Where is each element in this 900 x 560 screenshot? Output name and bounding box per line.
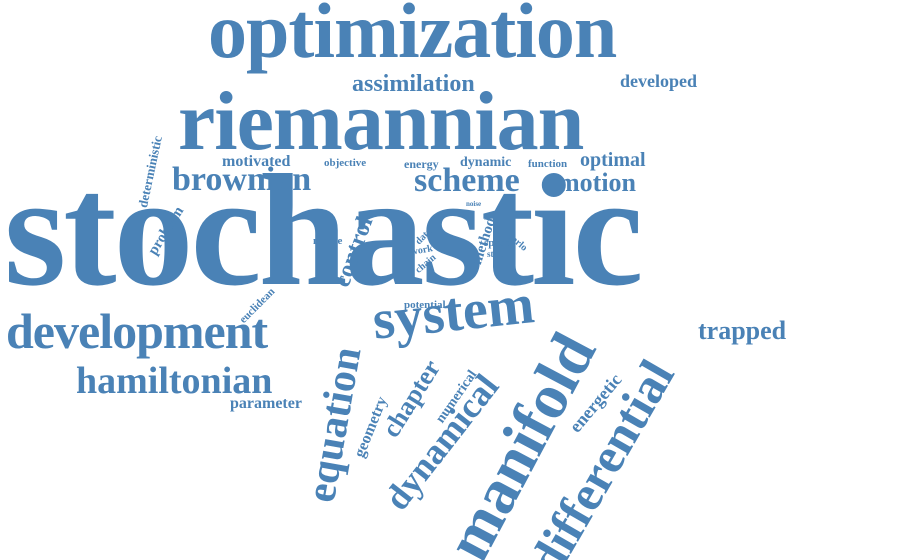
word-dynamic: dynamic (460, 156, 511, 170)
word-motivated: motivated (222, 154, 290, 170)
word-optimization: optimization (208, 0, 616, 70)
word-assimilation: assimilation (352, 72, 475, 96)
word-monte: monte (313, 236, 342, 247)
word-developed: developed (620, 72, 697, 90)
word-development: development (6, 306, 267, 356)
word-system: system (370, 276, 537, 349)
word-noise: noise (466, 201, 481, 208)
word-equation: equation (300, 344, 369, 505)
word-stochastic: stochastic (4, 150, 641, 310)
word-motion: motion (558, 170, 636, 196)
word-state: state (487, 250, 505, 259)
word-energy: energy (404, 158, 439, 170)
word-trapped: trapped (698, 318, 786, 344)
word-function: function (528, 159, 567, 170)
word-parameter: parameter (230, 396, 302, 412)
word-objective: objective (324, 158, 366, 169)
word-potential: potential (404, 300, 446, 311)
word-optimal: optimal (580, 150, 646, 170)
